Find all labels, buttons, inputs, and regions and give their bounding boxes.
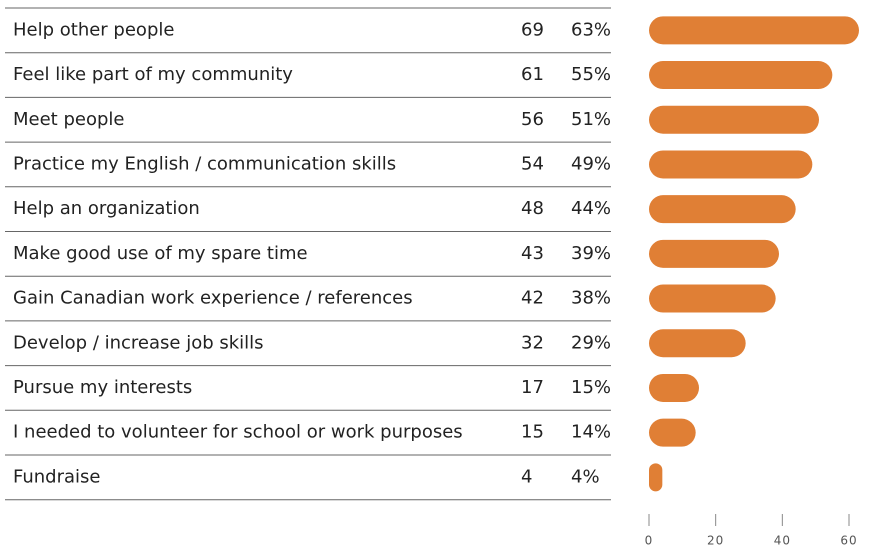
percent-label: 55% bbox=[571, 64, 611, 85]
category-label: I needed to volunteer for school or work… bbox=[13, 422, 463, 443]
percent-label: 63% bbox=[571, 19, 611, 40]
category-label: Meet people bbox=[13, 109, 124, 130]
x-tick-label: 0 bbox=[645, 534, 654, 548]
bar bbox=[649, 105, 819, 134]
percent-label: 49% bbox=[571, 153, 611, 174]
x-tick-label: 60 bbox=[840, 534, 857, 548]
percent-label: 51% bbox=[571, 109, 611, 130]
category-label: Make good use of my spare time bbox=[13, 243, 308, 264]
bar bbox=[649, 329, 746, 358]
category-label: Practice my English / communication skil… bbox=[13, 153, 396, 174]
count-label: 54 bbox=[521, 153, 544, 174]
category-label: Feel like part of my community bbox=[13, 64, 293, 85]
bar bbox=[649, 150, 813, 179]
bar bbox=[649, 463, 663, 492]
category-label: Fundraise bbox=[13, 466, 101, 487]
bar bbox=[649, 284, 776, 313]
count-label: 61 bbox=[521, 64, 544, 85]
category-label: Help an organization bbox=[13, 198, 200, 219]
count-label: 15 bbox=[521, 422, 544, 443]
percent-label: 29% bbox=[571, 332, 611, 353]
category-label: Pursue my interests bbox=[13, 377, 192, 398]
percent-label: 38% bbox=[571, 288, 611, 309]
count-label: 32 bbox=[521, 332, 544, 353]
bar bbox=[649, 61, 833, 90]
category-label: Help other people bbox=[13, 19, 174, 40]
count-label: 4 bbox=[521, 466, 532, 487]
percent-label: 14% bbox=[571, 422, 611, 443]
percent-label: 44% bbox=[571, 198, 611, 219]
x-tick-label: 20 bbox=[707, 534, 724, 548]
count-label: 42 bbox=[521, 288, 544, 309]
percent-label: 4% bbox=[571, 466, 600, 487]
count-label: 17 bbox=[521, 377, 544, 398]
percent-label: 39% bbox=[571, 243, 611, 264]
bar bbox=[649, 16, 859, 45]
count-label: 69 bbox=[521, 19, 544, 40]
bar bbox=[649, 195, 796, 224]
count-label: 43 bbox=[521, 243, 544, 264]
bar bbox=[649, 418, 696, 447]
percent-label: 15% bbox=[571, 377, 611, 398]
count-label: 56 bbox=[521, 109, 544, 130]
bar bbox=[649, 239, 779, 268]
category-label: Gain Canadian work experience / referenc… bbox=[13, 288, 413, 309]
count-label: 48 bbox=[521, 198, 544, 219]
x-tick-label: 40 bbox=[774, 534, 791, 548]
bar bbox=[649, 373, 699, 402]
category-label: Develop / increase job skills bbox=[13, 332, 264, 353]
